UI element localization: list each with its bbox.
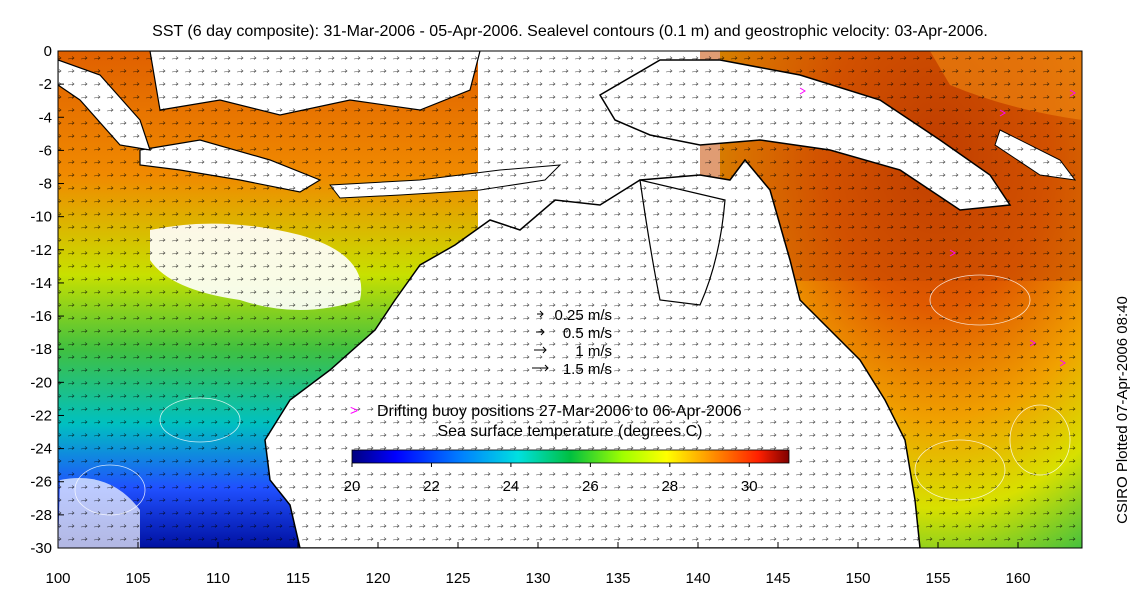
y-tick-label: -16 (30, 308, 52, 325)
velocity-key-label: 0.25 m/s (554, 307, 612, 324)
sst-colorbar (351, 449, 790, 464)
y-tick-label: -6 (39, 142, 52, 159)
colorbar-title: Sea surface temperature (degrees C) (437, 423, 702, 440)
plot-credit: CSIRO Plotted 07-Apr-2006 08:40 (1114, 296, 1131, 524)
x-tick-label: 100 (45, 570, 70, 587)
velocity-key-arrow (532, 364, 549, 372)
colorbar-ticks: 20 22 24 26 28 30 (344, 463, 758, 495)
x-axis: 100 105 110 115 120 125 130 135 140 145 150 155 160 (45, 542, 1031, 587)
y-tick-label: -2 (39, 76, 52, 93)
buoy-legend-marker: > (350, 402, 358, 418)
map-area (58, 51, 1082, 548)
figure-title: SST (6 day composite): 31-Mar-2006 - 05-… (152, 23, 988, 40)
colorbar-tick-label: 20 (344, 478, 361, 495)
y-tick-label: -18 (30, 341, 52, 358)
x-tick-label: 125 (445, 570, 470, 587)
colorbar-tick-label: 26 (582, 478, 599, 495)
colorbar-tick-label: 30 (741, 478, 758, 495)
velocity-key-arrow (534, 346, 547, 354)
x-tick-label: 110 (206, 570, 230, 587)
y-tick-label: -26 (30, 474, 52, 491)
y-tick-label: -22 (30, 407, 52, 424)
colorbar-tick-label: 22 (423, 478, 440, 495)
x-tick-label: 105 (125, 570, 150, 587)
x-tick-label: 160 (1005, 570, 1030, 587)
velocity-key-label: 0.5 m/s (563, 325, 612, 342)
velocity-key-arrow (536, 328, 545, 336)
sealevel-contours (74, 274, 1071, 516)
x-tick-label: 120 (365, 570, 390, 587)
velocity-key-label: 1 m/s (575, 343, 612, 360)
x-tick-label: 145 (765, 570, 790, 587)
y-tick-label: -12 (30, 242, 52, 259)
colorbar-tick-label: 24 (503, 478, 520, 495)
y-tick-label: -8 (39, 176, 52, 193)
y-tick-label: -4 (39, 109, 52, 126)
x-tick-label: 135 (605, 570, 630, 587)
colorbar-tick-label: 28 (661, 478, 678, 495)
geostrophic-velocity-field (58, 51, 1082, 548)
y-tick-label: -20 (30, 374, 52, 391)
buoy-markers (799, 87, 1076, 367)
y-tick-label: -14 (30, 275, 52, 292)
x-tick-label: 140 (685, 570, 710, 587)
velocity-key-label: 1.5 m/s (563, 361, 612, 378)
plot-frame (57, 50, 1083, 549)
velocity-key-arrow (537, 310, 544, 318)
x-tick-label: 155 (925, 570, 950, 587)
velocity-key: 0.25 m/s0.5 m/s1 m/s1.5 m/s (532, 307, 612, 378)
y-tick-label: -30 (30, 540, 52, 557)
y-tick-label: 0 (44, 43, 52, 60)
y-tick-label: -24 (30, 441, 52, 458)
x-tick-label: 130 (525, 570, 550, 587)
x-tick-label: 150 (845, 570, 870, 587)
y-tick-label: -28 (30, 507, 52, 524)
y-tick-label: -10 (30, 209, 52, 226)
y-axis: 0 -2 -4 -6 -8 -10 -12 -14 -16 -18 -20 -22 -24 -26 -28 -… (30, 43, 64, 557)
buoy-legend-label: Drifting buoy positions 27-Mar-2006 to 0… (377, 403, 742, 420)
x-tick-label: 115 (286, 570, 310, 587)
